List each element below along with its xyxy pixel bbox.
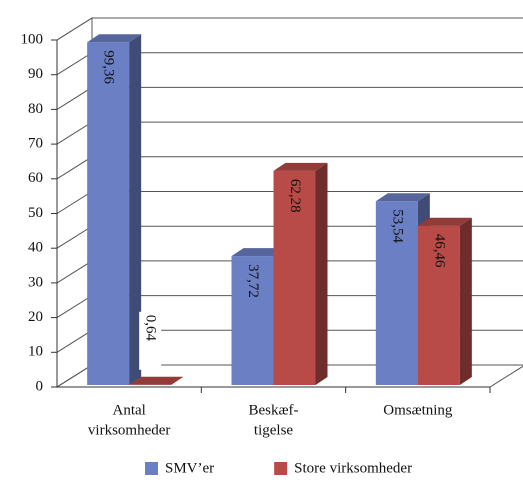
data-label: 0,64 [143,315,159,342]
data-label: 99,36 [101,50,117,84]
bar-side [460,218,472,385]
bar [87,34,141,385]
x-tick-label: Beskæf- [249,402,299,418]
data-label: 53,54 [389,209,405,243]
data-label: 62,28 [287,179,303,213]
data-label: 46,46 [431,234,447,268]
legend-label: SMV’er [165,460,214,476]
bar-side [316,163,328,385]
y-tick-label: 90 [28,66,43,82]
y-tick-label: 20 [28,309,43,325]
legend-label: Store virksomheder [294,460,412,476]
y-tick-label: 50 [28,205,43,221]
x-tick-label: tigelse [254,422,293,438]
y-tick-label: 80 [28,101,43,117]
y-tick-label: 60 [28,170,43,186]
bar-front [87,42,129,385]
y-tick-label: 40 [28,240,43,256]
x-tick-label: Omsætning [383,402,453,418]
legend-swatch [145,462,158,475]
y-tick-label: 0 [36,378,44,394]
y-tick-label: 70 [28,136,43,152]
y-tick-label: 10 [28,344,43,360]
x-tick-label: Antal [113,402,146,418]
data-label: 37,72 [245,264,261,298]
legend-swatch [274,462,287,475]
y-tick-label: 30 [28,274,43,290]
y-tick-label: 100 [21,31,44,47]
x-tick-label: virksomheder [88,422,170,438]
